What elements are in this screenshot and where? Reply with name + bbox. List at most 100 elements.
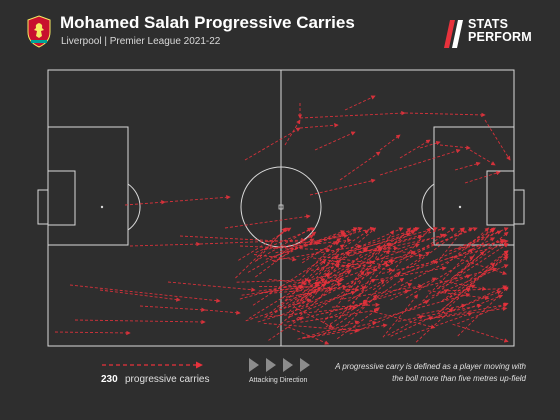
carry-arrow bbox=[437, 287, 471, 317]
carry-arrow bbox=[453, 231, 509, 278]
carry-arrow bbox=[347, 227, 412, 288]
carry-arrow bbox=[347, 279, 386, 302]
play-triangle-icon bbox=[249, 358, 259, 372]
carry-arrow bbox=[167, 281, 256, 292]
carry-arrow bbox=[449, 227, 509, 252]
carry-arrow bbox=[397, 303, 482, 322]
carry-arrow bbox=[373, 233, 448, 252]
carry-arrow bbox=[316, 247, 368, 271]
logo-line-perform: PERFORM bbox=[468, 30, 532, 44]
carry-arrow bbox=[422, 248, 474, 302]
left-six-yard-box bbox=[47, 170, 76, 226]
carry-arrow bbox=[224, 214, 311, 229]
carry-arrow bbox=[372, 251, 431, 291]
carry-arrow bbox=[271, 230, 346, 258]
carry-arrow bbox=[254, 227, 313, 262]
carry-arrow bbox=[416, 303, 467, 316]
carry-arrow bbox=[462, 294, 504, 312]
header: Mohamed Salah Progressive Carries Liverp… bbox=[0, 0, 560, 60]
carry-arrow bbox=[74, 319, 206, 325]
carry-arrow bbox=[368, 292, 471, 322]
right-six-yard-box bbox=[486, 170, 515, 226]
definition-note: A progressive carry is defined as a play… bbox=[335, 362, 526, 383]
carry-arrow bbox=[399, 139, 431, 159]
right-goal bbox=[513, 189, 525, 225]
carry-arrow bbox=[324, 283, 413, 320]
carry-arrow bbox=[405, 256, 475, 299]
centre-circle bbox=[240, 166, 322, 248]
carry-arrow bbox=[299, 123, 339, 129]
carry-arrow bbox=[415, 267, 498, 290]
carry-arrow bbox=[459, 285, 508, 308]
carry-arrow bbox=[256, 227, 287, 262]
carry-arrow bbox=[431, 264, 509, 297]
carry-arrow bbox=[452, 323, 509, 343]
carry-arrow bbox=[419, 140, 441, 149]
carry-arrow bbox=[379, 148, 461, 176]
carry-arrow bbox=[268, 316, 304, 341]
carry-arrow bbox=[323, 227, 377, 273]
stats-perform-logo-icon bbox=[444, 20, 463, 48]
carry-arrow bbox=[323, 277, 405, 335]
carry-arrow bbox=[348, 246, 399, 254]
carry-arrow bbox=[370, 266, 447, 282]
carry-arrow bbox=[397, 233, 445, 250]
carry-arrow bbox=[124, 200, 166, 206]
carry-arrow bbox=[265, 227, 358, 260]
carry-arrow bbox=[281, 281, 320, 308]
carry-arrow bbox=[301, 271, 372, 308]
carry-arrow bbox=[287, 326, 330, 345]
carry-arrow bbox=[276, 280, 328, 329]
carry-arrow bbox=[241, 285, 304, 296]
page-title: Mohamed Salah Progressive Carries bbox=[60, 13, 355, 32]
carry-arrow bbox=[401, 238, 505, 275]
logo-line-stats: STATS bbox=[468, 17, 509, 31]
carry-arrow bbox=[247, 234, 314, 273]
carry-arrow bbox=[403, 230, 502, 275]
carry-arrow bbox=[322, 270, 365, 324]
carry-arrow bbox=[287, 247, 384, 309]
carry-arrow bbox=[259, 284, 305, 290]
centre-spot bbox=[278, 204, 284, 210]
carry-arrow bbox=[315, 229, 370, 267]
right-penalty-arc bbox=[421, 183, 435, 231]
carry-arrow bbox=[268, 278, 307, 286]
carry-arrow bbox=[451, 256, 508, 275]
carry-arrow bbox=[438, 240, 505, 288]
carry-arrow bbox=[409, 227, 465, 269]
carry-arrow bbox=[329, 243, 420, 279]
carry-arrow bbox=[439, 280, 487, 291]
carry-arrow bbox=[297, 320, 360, 340]
carries-layer bbox=[54, 95, 511, 345]
carry-arrow bbox=[286, 301, 368, 323]
carry-arrow bbox=[484, 119, 511, 161]
carry-arrow bbox=[315, 251, 351, 282]
carry-arrow bbox=[313, 257, 394, 272]
carry-arrow bbox=[459, 227, 497, 249]
page-subtitle: Liverpool | Premier League 2021-22 bbox=[61, 36, 221, 47]
carry-arrow bbox=[257, 290, 356, 323]
pitch-spots bbox=[100, 204, 462, 210]
carry-arrow bbox=[129, 241, 201, 247]
liverpool-crest-icon bbox=[27, 15, 51, 48]
carry-arrow bbox=[464, 228, 496, 250]
carry-arrow bbox=[375, 253, 424, 260]
carry-arrow bbox=[438, 251, 485, 294]
carry-arrow bbox=[397, 312, 473, 340]
carry-arrow bbox=[305, 260, 374, 272]
stats-perform-logo: STATS PERFORM bbox=[444, 18, 554, 52]
left-penalty-box bbox=[47, 126, 129, 246]
carry-arrow bbox=[332, 302, 380, 308]
carry-count: 230 bbox=[101, 374, 118, 385]
carry-arrow bbox=[457, 239, 509, 250]
carry-arrow bbox=[454, 243, 509, 280]
carry-arrow bbox=[457, 302, 509, 325]
carry-arrow bbox=[427, 290, 490, 301]
carry-arrow bbox=[369, 310, 436, 329]
carry-arrow bbox=[404, 112, 486, 118]
carry-arrow bbox=[297, 283, 327, 305]
carry-arrow bbox=[244, 127, 301, 161]
footer bbox=[0, 352, 560, 420]
carry-arrow bbox=[382, 294, 419, 338]
carry-arrow bbox=[445, 256, 509, 301]
